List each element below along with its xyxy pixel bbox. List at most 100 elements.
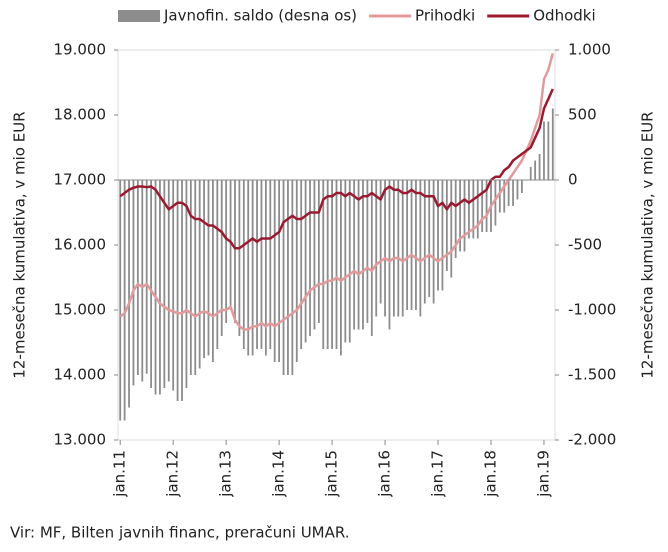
x-tick-label: jan.11: [111, 450, 129, 498]
x-tick-label: jan.14: [270, 450, 288, 498]
x-tick-label: jan.18: [481, 450, 499, 498]
bar: [547, 121, 550, 180]
bar: [551, 108, 554, 180]
x-tick-label: jan.13: [217, 450, 235, 498]
bar: [203, 180, 205, 359]
y2-tick-label: -2.000: [568, 431, 616, 449]
bar: [472, 180, 475, 239]
bar: [534, 160, 537, 180]
bar: [317, 180, 320, 323]
bar: [128, 180, 130, 408]
bar: [520, 180, 523, 193]
bar: [163, 180, 166, 388]
bar: [450, 180, 453, 278]
bar: [136, 180, 139, 375]
x-tick-label: jan.19: [534, 450, 552, 498]
bar: [397, 180, 400, 317]
y2-tick-label: -500: [568, 236, 602, 254]
bar: [167, 180, 170, 382]
bar: [401, 180, 404, 317]
y-tick-label: 16.000: [54, 236, 107, 254]
bar: [503, 180, 506, 213]
y-tick-label: 13.000: [54, 431, 107, 449]
bar: [384, 180, 386, 317]
y-tick-label: 19.000: [54, 41, 107, 59]
bar: [335, 180, 338, 349]
bar: [331, 180, 333, 349]
y-tick-label: 17.000: [54, 171, 107, 189]
bar: [406, 180, 409, 310]
bar: [437, 180, 439, 291]
bar: [445, 180, 448, 271]
bar: [220, 180, 223, 336]
y-axis-title: 12-mesečna kumulativa, v mio EUR: [11, 111, 29, 378]
y2-tick-label: 0: [568, 171, 578, 189]
bar: [176, 180, 179, 401]
bar: [498, 180, 501, 213]
bar: [507, 180, 510, 206]
bar: [340, 180, 342, 356]
bar: [494, 180, 497, 226]
bar: [468, 180, 470, 239]
bar: [242, 180, 245, 349]
y2-tick-label: -1.000: [568, 301, 616, 319]
bar: [287, 180, 289, 375]
bar: [229, 180, 232, 310]
bar: [234, 180, 236, 323]
bar: [304, 180, 307, 343]
line: [119, 88, 554, 250]
bar: [463, 180, 466, 252]
bar: [432, 180, 435, 304]
legend-label: Prihodki: [415, 7, 475, 25]
y2-tick-label: 1.000: [568, 41, 611, 59]
bar: [423, 180, 426, 304]
bar: [410, 180, 413, 310]
bar: [198, 180, 201, 369]
bar: [344, 180, 347, 343]
bar: [172, 180, 175, 391]
bar: [295, 180, 298, 362]
bar: [181, 180, 183, 401]
x-tick-label: jan.15: [323, 450, 341, 498]
y-tick-label: 18.000: [54, 106, 107, 124]
bar: [247, 180, 250, 356]
bar: [322, 180, 325, 349]
bar: [238, 180, 241, 336]
bar: [353, 180, 356, 330]
bar: [189, 180, 192, 375]
legend-label: Odhodki: [533, 7, 595, 25]
legend-swatch: [118, 10, 160, 22]
bar: [145, 180, 148, 374]
bar: [264, 180, 267, 356]
bar: [485, 180, 488, 232]
bar: [454, 180, 457, 258]
x-tick-label: jan.12: [164, 450, 182, 498]
bar: [313, 180, 316, 330]
bar: [529, 167, 532, 180]
bar: [516, 180, 519, 200]
line: [119, 52, 555, 331]
bar: [348, 180, 351, 343]
bar: [256, 180, 258, 349]
bar: [538, 154, 541, 180]
bar: [459, 180, 461, 252]
x-tick-label: jan.17: [429, 450, 447, 498]
bar: [362, 180, 364, 330]
bar: [132, 180, 135, 386]
bar: [370, 180, 373, 336]
bar: [543, 121, 545, 180]
bar: [154, 180, 157, 395]
bar: [282, 180, 285, 375]
bar: [273, 180, 276, 362]
bar: [119, 180, 122, 421]
source: Vir: MF, Bilten javnih financ, preračuni…: [10, 524, 350, 542]
bar: [300, 180, 303, 349]
bar: [291, 180, 294, 375]
bar: [512, 180, 514, 206]
bar: [251, 180, 254, 356]
legend-label: Javnofin. saldo (desna os): [163, 7, 357, 25]
bar: [481, 180, 484, 232]
bar: [366, 180, 369, 323]
